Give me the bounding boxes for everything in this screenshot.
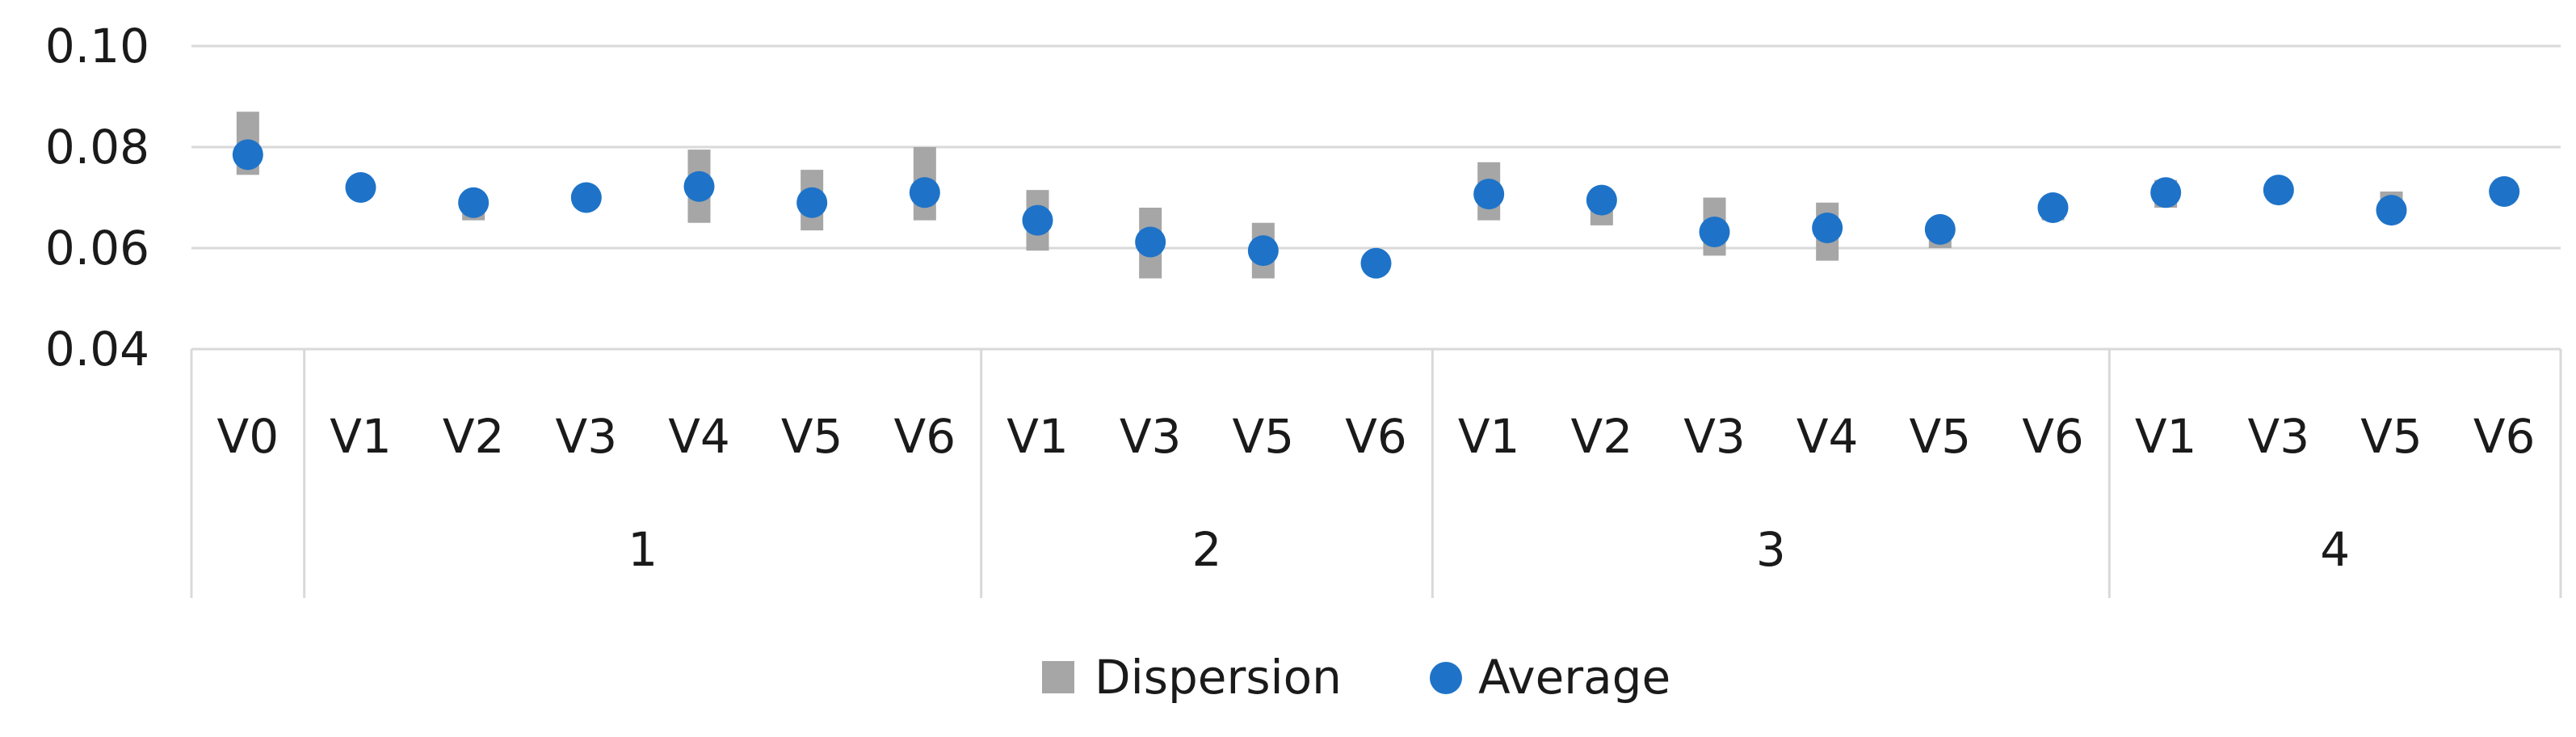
group-labels: 1 2 3 4 — [628, 522, 2350, 577]
x-tick-label: V5 — [1910, 409, 1972, 464]
x-tick-label: V3 — [2248, 409, 2310, 464]
average-point — [1022, 204, 1053, 236]
axis-layer: 0.04 0.06 0.08 0.10 — [45, 19, 2562, 598]
x-tick-label: V6 — [2473, 409, 2536, 464]
y-tick-label: 0.06 — [45, 221, 149, 276]
x-tick-label: V2 — [443, 409, 505, 464]
x-tick-label: V4 — [1796, 409, 1859, 464]
x-tick-label: V1 — [1458, 409, 1520, 464]
average-point — [345, 172, 376, 203]
average-point — [1699, 217, 1730, 247]
average-point — [2037, 192, 2069, 223]
legend-dispersion-label: Dispersion — [1095, 650, 1342, 705]
x-tick-label: V1 — [1006, 409, 1069, 464]
x-tick-label: V0 — [217, 409, 279, 464]
average-point — [2489, 176, 2520, 207]
average-point — [2376, 195, 2407, 226]
x-tick-label: V3 — [1683, 409, 1746, 464]
x-tick-label: V6 — [894, 409, 956, 464]
x-tick-labels: V0 V1 V2 V3 V4 V5 V6 V1 V3 V5 V6 V1 V2 V3 V4 V5 V6 V1 V3 V5… — [217, 409, 2536, 464]
average-point — [796, 187, 828, 218]
x-tick-label: V6 — [1345, 409, 1407, 464]
average-point — [1473, 179, 1505, 210]
legend: Dispersion Average — [1042, 650, 1670, 705]
x-tick-label: V1 — [330, 409, 392, 464]
x-tick-label: V1 — [2135, 409, 2197, 464]
y-tick-label: 0.04 — [45, 322, 149, 377]
average-point — [570, 182, 602, 213]
x-tick-label: V6 — [2022, 409, 2084, 464]
legend-dispersion-swatch — [1042, 661, 1074, 693]
average-point — [1247, 235, 1279, 267]
average-point — [1812, 213, 1843, 243]
x-tick-label: V4 — [668, 409, 730, 464]
x-tick-label: V5 — [1233, 409, 1295, 464]
average-point — [683, 171, 715, 202]
x-tick-label: V5 — [2360, 409, 2423, 464]
average-point — [1924, 213, 1956, 245]
average-point — [1360, 247, 1392, 279]
x-tick-label: V3 — [1120, 409, 1182, 464]
average-point — [2150, 177, 2182, 208]
x-tick-label: V3 — [556, 409, 618, 464]
legend-average-swatch — [1430, 662, 1462, 694]
group-label: 1 — [628, 522, 658, 577]
group-label: 4 — [2320, 522, 2350, 577]
average-series — [232, 139, 2520, 279]
average-point — [1586, 184, 1617, 216]
average-point — [909, 177, 940, 208]
average-point — [458, 187, 490, 218]
group-label: 3 — [1756, 522, 1786, 577]
average-point — [2263, 175, 2294, 206]
y-tick-label: 0.08 — [45, 120, 149, 175]
y-tick-label: 0.10 — [45, 19, 149, 74]
legend-average-label: Average — [1478, 650, 1670, 705]
x-tick-label: V5 — [781, 409, 843, 464]
x-tick-label: V2 — [1571, 409, 1633, 464]
group-label: 2 — [1192, 522, 1222, 577]
average-point — [232, 139, 263, 171]
average-point — [1135, 226, 1166, 258]
